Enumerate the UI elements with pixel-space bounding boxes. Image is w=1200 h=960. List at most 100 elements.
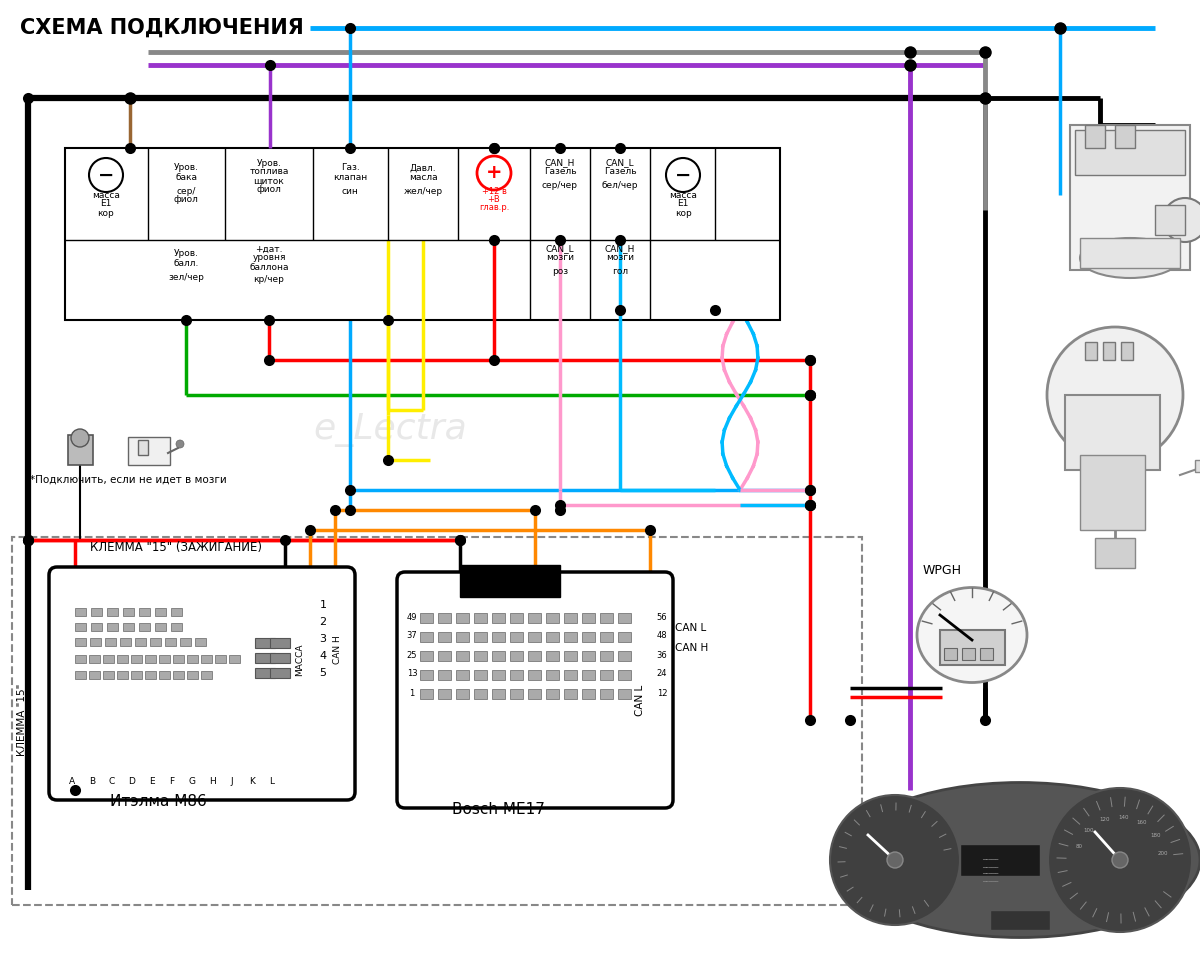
Bar (1080, 455, 1145, 530)
Text: Газ.: Газ. (341, 163, 359, 173)
FancyBboxPatch shape (49, 567, 355, 800)
Text: уровня: уровня (252, 253, 286, 262)
Text: син: син (342, 186, 359, 196)
Text: жел/чер: жел/чер (403, 186, 443, 196)
Text: 49: 49 (407, 612, 418, 621)
Bar (438, 651, 451, 661)
Bar (1066, 395, 1160, 470)
Bar (1085, 342, 1097, 360)
Bar (270, 653, 290, 663)
Text: CAN H: CAN H (674, 643, 708, 653)
Ellipse shape (917, 588, 1027, 683)
Text: 48: 48 (656, 632, 667, 640)
Text: 1: 1 (409, 688, 415, 698)
Bar (90, 638, 101, 646)
Bar (474, 632, 487, 642)
Bar (103, 655, 114, 663)
Bar (150, 638, 161, 646)
Text: Газель: Газель (544, 167, 576, 177)
Bar (980, 648, 994, 660)
Bar (546, 689, 559, 699)
Bar (1096, 538, 1135, 568)
Bar (564, 632, 577, 642)
FancyBboxPatch shape (397, 572, 673, 808)
Bar (215, 655, 226, 663)
Text: МАССА: МАССА (490, 579, 530, 589)
Bar (74, 623, 86, 631)
Bar (1070, 125, 1190, 270)
Bar (438, 689, 451, 699)
Bar (600, 689, 613, 699)
Bar (134, 638, 146, 646)
Bar (180, 638, 191, 646)
Text: глав.р.: глав.р. (479, 203, 509, 211)
Bar (510, 670, 523, 680)
Bar (990, 910, 1050, 930)
Bar (74, 655, 86, 663)
Bar (510, 632, 523, 642)
Bar (546, 613, 559, 623)
Bar (420, 670, 433, 680)
Bar (474, 651, 487, 661)
Bar (172, 623, 182, 631)
Bar (74, 608, 86, 616)
Text: кр/чер: кр/чер (253, 276, 284, 284)
Bar (166, 638, 176, 646)
Text: мозги: мозги (546, 253, 574, 262)
Bar (564, 613, 577, 623)
Bar (256, 653, 275, 663)
Text: масса: масса (92, 190, 120, 200)
Bar (1121, 342, 1133, 360)
Bar (202, 655, 212, 663)
Bar (145, 655, 156, 663)
Bar (600, 670, 613, 680)
Bar (528, 632, 541, 642)
Text: Итэлма М86: Итэлма М86 (110, 795, 206, 809)
Text: e_Lectra: e_Lectra (313, 413, 467, 447)
Bar (582, 613, 595, 623)
Circle shape (887, 852, 904, 868)
Text: K: K (250, 778, 254, 786)
Bar (158, 655, 170, 663)
Circle shape (1048, 788, 1192, 932)
Bar (256, 668, 275, 678)
Bar (173, 671, 184, 679)
Bar (91, 608, 102, 616)
Bar (618, 632, 631, 642)
Text: 25: 25 (407, 651, 418, 660)
Bar (456, 689, 469, 699)
Bar (74, 638, 86, 646)
Bar (460, 565, 560, 597)
Bar (618, 689, 631, 699)
Text: Е1: Е1 (677, 200, 689, 208)
Circle shape (1163, 198, 1200, 242)
Text: щиток: щиток (253, 177, 284, 185)
Text: 1: 1 (319, 600, 326, 610)
Bar (1075, 130, 1186, 175)
Text: C: C (109, 778, 115, 786)
Bar (118, 671, 128, 679)
Bar (492, 651, 505, 661)
Text: H: H (209, 778, 215, 786)
Bar (528, 689, 541, 699)
Bar (420, 651, 433, 661)
Bar (187, 671, 198, 679)
Bar (103, 671, 114, 679)
Bar (546, 632, 559, 642)
Bar (106, 638, 116, 646)
Text: D: D (128, 778, 136, 786)
Text: Давл.: Давл. (409, 163, 437, 173)
Bar (155, 623, 166, 631)
Text: масла: масла (409, 173, 437, 181)
Bar (456, 613, 469, 623)
Bar (1115, 125, 1135, 148)
Text: ─────: ───── (982, 879, 998, 884)
Bar (528, 613, 541, 623)
Bar (68, 435, 94, 465)
Circle shape (1112, 852, 1128, 868)
Bar (107, 608, 118, 616)
Circle shape (478, 156, 511, 190)
Bar (546, 670, 559, 680)
Text: +В: +В (487, 195, 500, 204)
Bar (118, 655, 128, 663)
